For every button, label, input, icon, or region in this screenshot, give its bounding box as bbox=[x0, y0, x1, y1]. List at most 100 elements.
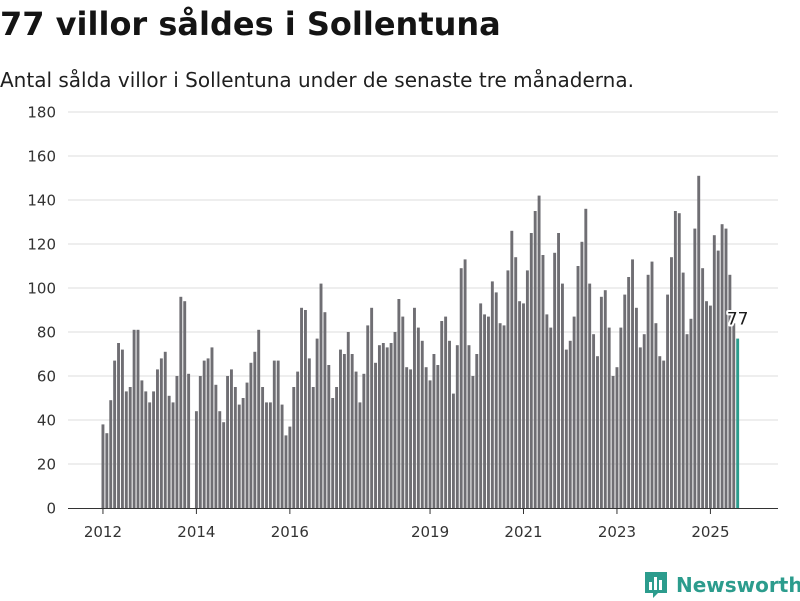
bar bbox=[171, 402, 175, 508]
bar bbox=[226, 376, 230, 508]
bar bbox=[596, 356, 599, 508]
bar bbox=[580, 241, 584, 509]
bar bbox=[451, 393, 455, 508]
bar bbox=[377, 345, 381, 508]
bar bbox=[156, 369, 159, 508]
chart-subtitle: Antal sålda villor i Sollentuna under de… bbox=[0, 68, 634, 92]
bar bbox=[381, 343, 385, 508]
annotations: 77 bbox=[725, 308, 751, 332]
bar bbox=[311, 387, 315, 508]
bar bbox=[120, 349, 124, 508]
bar bbox=[268, 402, 272, 508]
newsworthy-logo-icon bbox=[645, 572, 667, 598]
y-tick-label: 100 bbox=[27, 280, 56, 298]
bar bbox=[358, 402, 362, 508]
bar bbox=[342, 354, 346, 508]
bar bbox=[276, 360, 280, 508]
x-tick-label: 2016 bbox=[271, 523, 309, 541]
bar bbox=[479, 303, 483, 508]
bar bbox=[568, 340, 572, 508]
bar bbox=[424, 367, 428, 508]
bar bbox=[319, 283, 323, 508]
bar bbox=[179, 296, 183, 508]
bar bbox=[280, 404, 284, 508]
bar bbox=[584, 208, 588, 509]
x-tick-label: 2014 bbox=[177, 523, 215, 541]
bar bbox=[510, 230, 514, 509]
bar bbox=[475, 354, 479, 508]
bar bbox=[670, 257, 673, 508]
bar bbox=[230, 369, 233, 508]
bar bbox=[518, 301, 522, 508]
bar bbox=[444, 316, 448, 508]
bar bbox=[148, 402, 152, 508]
bar bbox=[666, 294, 670, 508]
bar bbox=[607, 327, 611, 508]
bar bbox=[728, 274, 732, 508]
x-tick-label: 2021 bbox=[504, 523, 542, 541]
bars bbox=[101, 175, 740, 509]
bar bbox=[214, 384, 218, 508]
bar bbox=[522, 303, 525, 508]
bar bbox=[362, 373, 366, 508]
bar bbox=[303, 310, 307, 508]
bar bbox=[253, 351, 257, 508]
bar bbox=[265, 402, 268, 508]
bar bbox=[202, 360, 206, 508]
bar bbox=[366, 325, 370, 508]
bar bbox=[233, 387, 237, 508]
bar bbox=[627, 277, 631, 508]
bar bbox=[564, 349, 568, 508]
bar bbox=[323, 312, 327, 508]
bar bbox=[549, 327, 553, 508]
newsworthy-logo[interactable]: Newsworthy bbox=[644, 569, 800, 601]
bar bbox=[296, 371, 300, 508]
brand-name: Newsworthy bbox=[676, 573, 800, 597]
bar bbox=[592, 334, 596, 508]
bar bbox=[599, 296, 603, 508]
x-tick-label: 2012 bbox=[84, 523, 122, 541]
bar bbox=[560, 283, 564, 508]
bar bbox=[720, 224, 724, 508]
bar bbox=[136, 329, 140, 508]
x-tick-label: 2025 bbox=[691, 523, 729, 541]
bar bbox=[553, 252, 557, 508]
bar bbox=[615, 367, 619, 508]
bar bbox=[576, 266, 580, 508]
bar bbox=[194, 411, 198, 508]
latest-value-label: 77 bbox=[727, 310, 749, 330]
x-tick-label: 2023 bbox=[598, 523, 636, 541]
bar bbox=[436, 365, 440, 508]
bar bbox=[416, 327, 420, 508]
bar bbox=[354, 371, 358, 508]
bar bbox=[389, 343, 393, 508]
bar bbox=[487, 316, 490, 508]
bar bbox=[634, 307, 638, 508]
bar bbox=[206, 358, 210, 508]
bar bbox=[716, 250, 720, 508]
bar bbox=[537, 195, 541, 508]
bar bbox=[572, 316, 576, 508]
bar bbox=[681, 272, 685, 508]
bar bbox=[132, 329, 136, 508]
bar bbox=[413, 307, 416, 508]
bar bbox=[128, 387, 132, 508]
bar bbox=[397, 299, 401, 508]
bar bbox=[494, 292, 498, 508]
x-tick-label: 2019 bbox=[411, 523, 449, 541]
x-axis: 2012 2014 2016 2019 2021 2023 2025 bbox=[68, 508, 778, 541]
bar bbox=[708, 305, 712, 508]
bar bbox=[241, 398, 245, 508]
bar bbox=[459, 268, 463, 508]
bar bbox=[117, 343, 120, 508]
bar bbox=[284, 435, 288, 508]
bar bbox=[529, 233, 533, 508]
bar bbox=[237, 404, 241, 508]
bar bbox=[109, 400, 113, 508]
bar bbox=[144, 391, 148, 508]
bar bbox=[307, 358, 311, 508]
bar bbox=[140, 380, 144, 508]
bar bbox=[315, 338, 319, 508]
bar bbox=[335, 387, 339, 508]
